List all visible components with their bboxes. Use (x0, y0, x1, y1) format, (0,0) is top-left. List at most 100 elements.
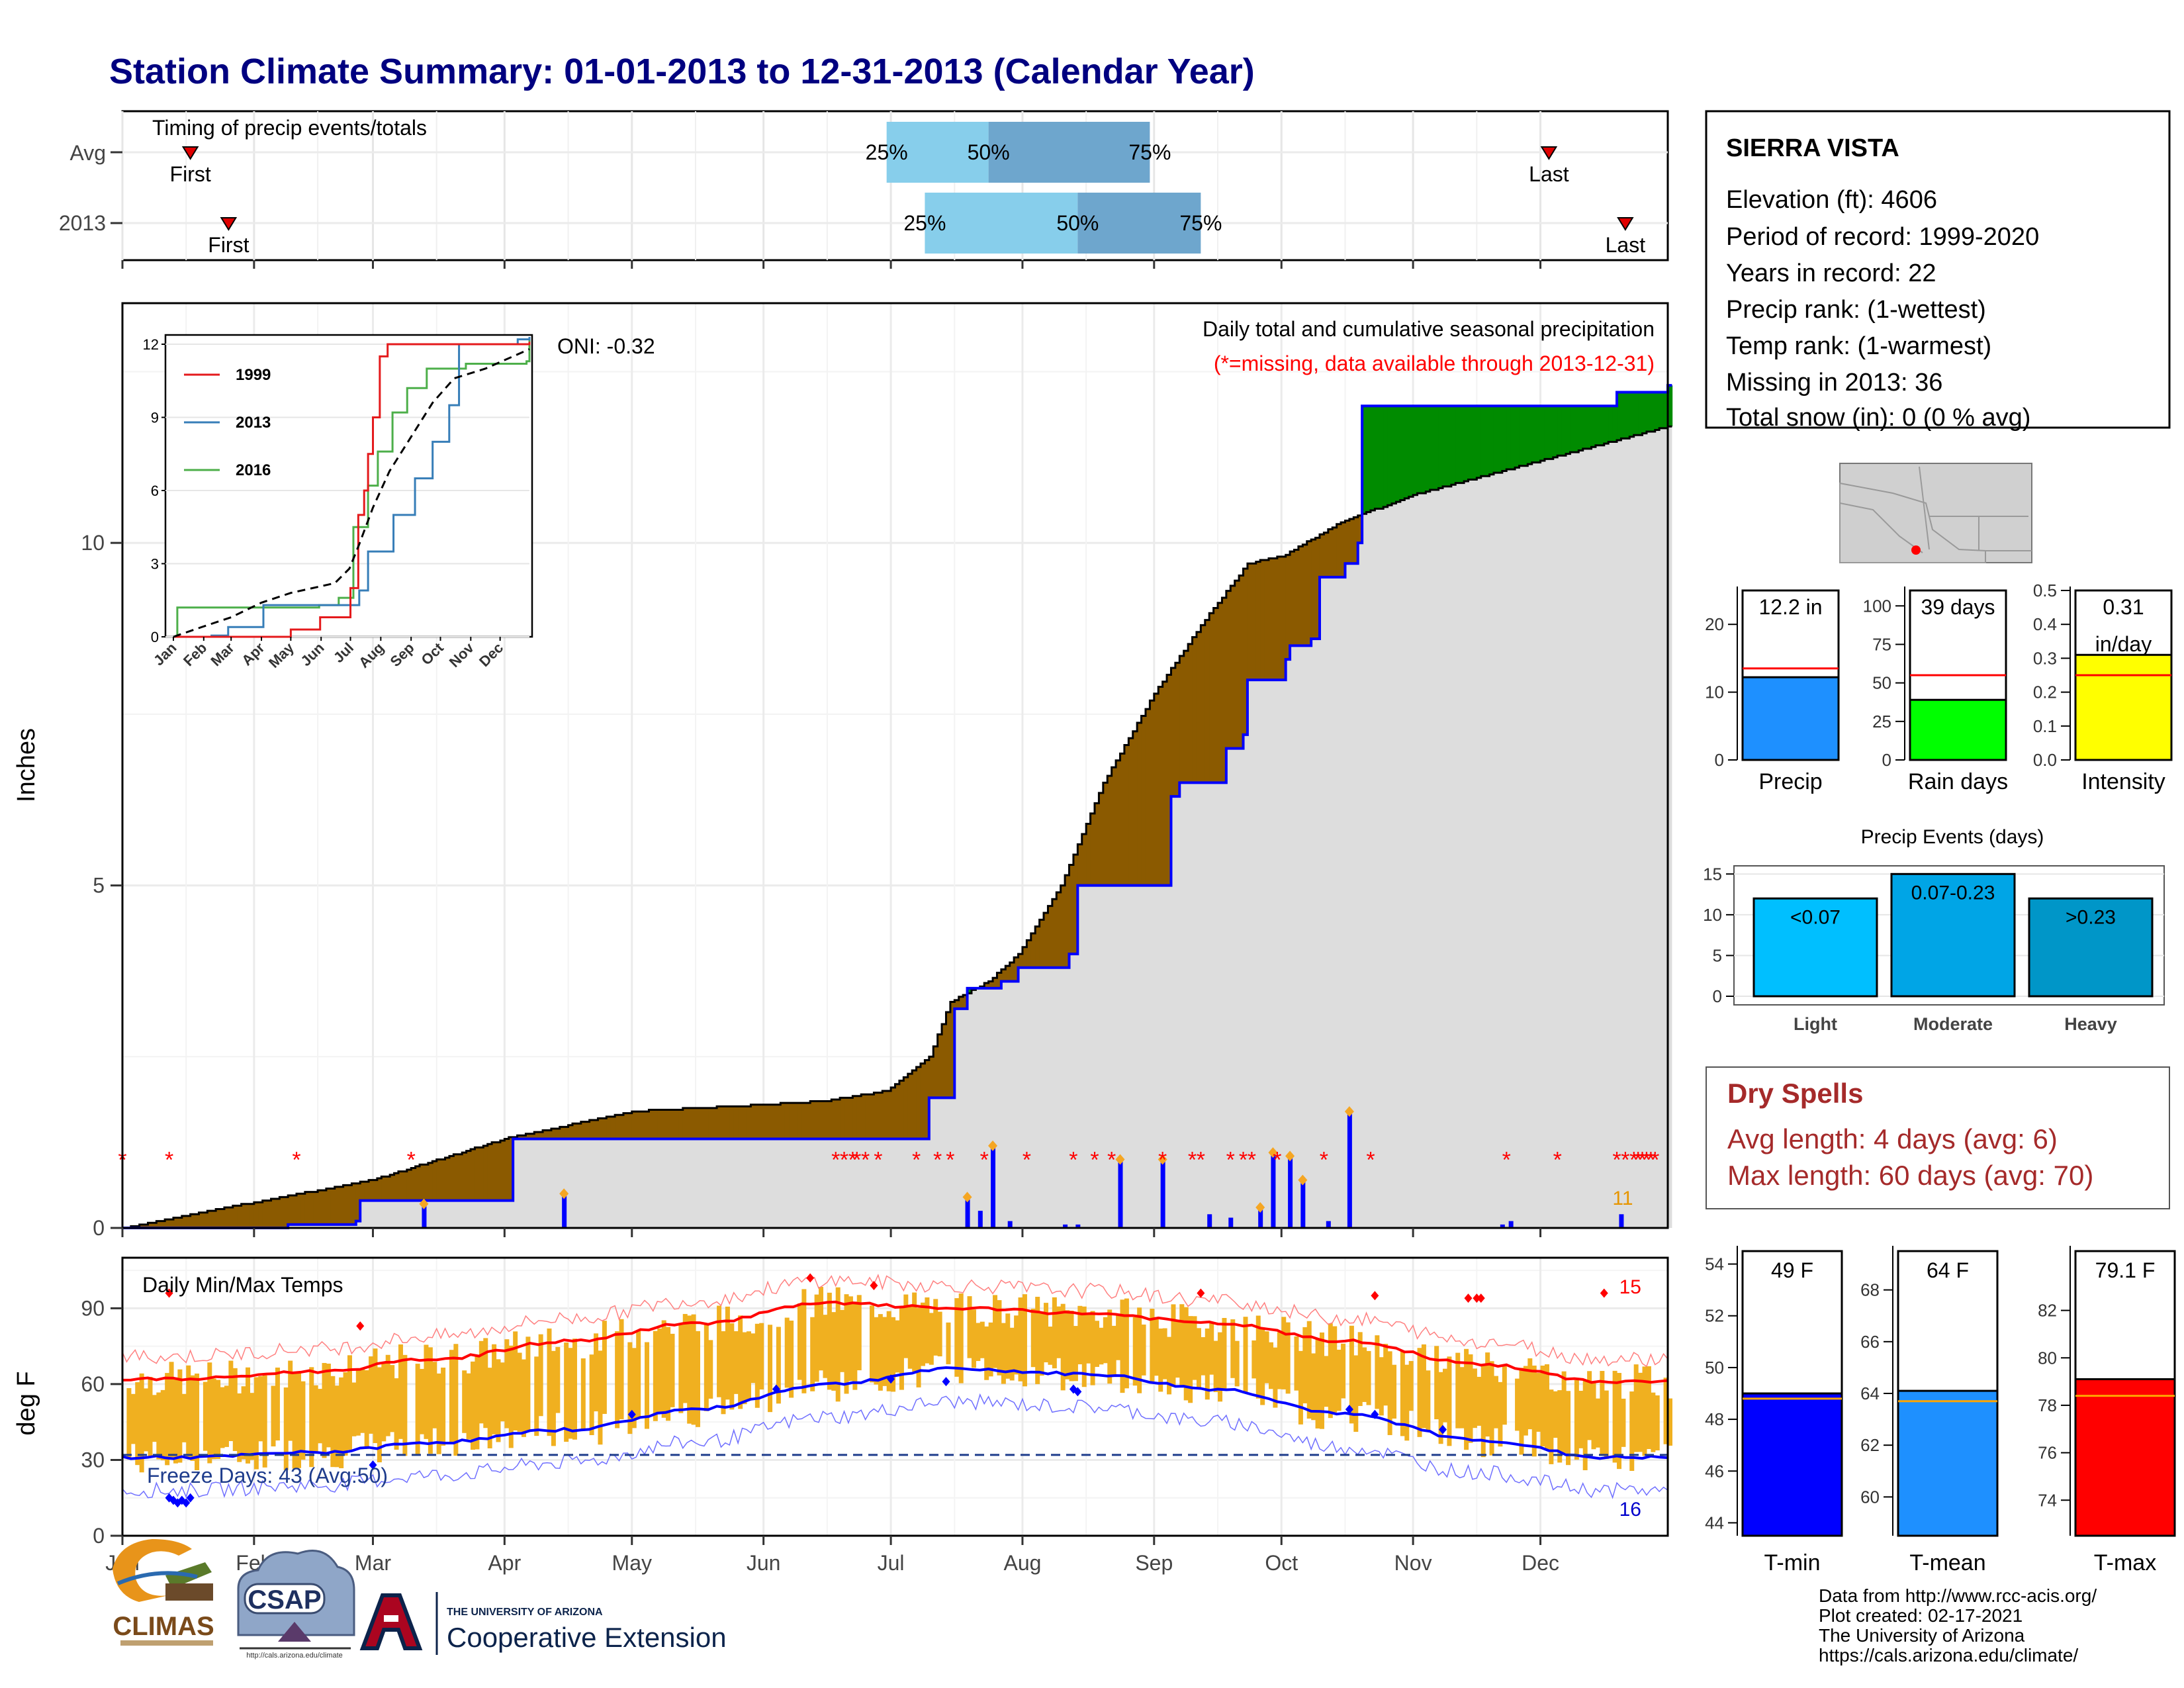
surplus-area (1493, 406, 1499, 473)
deficit-area (840, 1098, 845, 1139)
events-bar-label: 0.07-0.23 (1911, 882, 1995, 904)
deficit-area (1260, 560, 1265, 680)
deficit-area (521, 1135, 527, 1139)
summary-y-tick-label: 10 (1705, 682, 1724, 702)
surplus-area (1443, 406, 1448, 487)
deficit-area (874, 1092, 879, 1139)
daily-temp-bar (1574, 1380, 1579, 1460)
precip-y-axis-label: Inches (13, 728, 40, 802)
daily-temp-bar (1099, 1327, 1104, 1365)
deficit-area (1099, 792, 1104, 886)
daily-temp-bar (135, 1382, 140, 1466)
surplus-area (1510, 406, 1516, 469)
deficit-area (288, 1195, 293, 1225)
deficit-area (1158, 686, 1163, 886)
deficit-area (313, 1192, 318, 1225)
daily-temp-bar (160, 1389, 165, 1460)
daily-temp-bar (1447, 1356, 1452, 1446)
deficit-area (1269, 558, 1274, 680)
summary-value-label-2: in/day (2095, 632, 2152, 656)
deficit-area (670, 1109, 675, 1139)
daily-temp-bar (1392, 1364, 1397, 1419)
deficit-area (529, 1133, 535, 1139)
daily-temp-bar (1633, 1364, 1639, 1452)
summary-y-tick-label: 0.1 (2033, 716, 2057, 736)
deficit-area (1090, 813, 1095, 886)
record-high-marker (806, 1273, 815, 1283)
missing-note: (*=missing, data available through 2013-… (1214, 352, 1655, 375)
deficit-area (398, 1171, 404, 1201)
daily-temp-bar (525, 1336, 531, 1432)
missing-marker: * (933, 1148, 942, 1173)
record-high-marker (1371, 1291, 1379, 1301)
daily-temp-bar (181, 1393, 187, 1442)
daily-temp-bar (946, 1322, 951, 1364)
deficit-area (907, 1074, 913, 1139)
surplus-area (1642, 392, 1647, 434)
deficit-area (1077, 844, 1083, 886)
daily-temp-bar (1553, 1391, 1558, 1438)
daily-temp-bar (1205, 1328, 1210, 1400)
deficit-area (462, 1152, 467, 1201)
daily-precip-bar (1288, 1156, 1293, 1228)
deficit-area (1137, 722, 1142, 886)
first-marker (220, 217, 238, 231)
surplus-area (1370, 406, 1376, 511)
deficit-area (929, 1056, 934, 1098)
surplus-area (1531, 406, 1537, 463)
missing-marker: * (1248, 1148, 1256, 1173)
daily-temp-bar (721, 1331, 726, 1415)
daily-temp-bar (874, 1317, 879, 1385)
deficit-area (1230, 585, 1236, 749)
summary-bar (1909, 698, 2007, 761)
count-label-11: 11 (1612, 1188, 1633, 1209)
missing-marker: * (1366, 1148, 1375, 1173)
surplus-area (1464, 406, 1469, 482)
deficit-area (436, 1159, 441, 1201)
deficit-area (780, 1103, 786, 1139)
summary-y-tick-label: 75 (1872, 634, 1891, 654)
deficit-area (814, 1101, 819, 1139)
daily-temp-bar (1120, 1299, 1125, 1393)
deficit-area (870, 1094, 875, 1139)
first-marker (181, 146, 199, 160)
missing-marker: * (1197, 1148, 1205, 1173)
daily-temp-bar (1349, 1325, 1354, 1424)
deficit-area (156, 1221, 161, 1228)
surplus-area (1561, 406, 1567, 456)
daily-temp-bar (1519, 1368, 1524, 1455)
locator-map (1839, 463, 2032, 563)
deficit-area (432, 1161, 437, 1201)
deficit-area (364, 1182, 369, 1201)
surplus-area (1477, 406, 1482, 478)
surplus-area (1506, 406, 1512, 469)
deficit-area (216, 1209, 221, 1228)
deficit-area (886, 1091, 891, 1139)
daily-temp-bar (1060, 1303, 1066, 1391)
daily-precip-marker (1158, 1154, 1167, 1165)
deficit-area (1264, 560, 1269, 680)
daily-precip-bar (1300, 1180, 1306, 1228)
surplus-area (1515, 406, 1520, 468)
daily-temp-bar (152, 1395, 157, 1442)
deficit-area (1192, 637, 1197, 783)
daily-temp-bar (381, 1362, 387, 1442)
daily-temp-bar (1489, 1361, 1494, 1456)
daily-temp-bar (598, 1350, 603, 1445)
missing-marker: * (874, 1148, 882, 1173)
surplus-area (1536, 406, 1541, 463)
daily-temp-bar (1655, 1395, 1660, 1451)
deficit-area (237, 1205, 242, 1228)
daily-temp-bar (1069, 1310, 1074, 1382)
surplus-area (1633, 392, 1639, 436)
surplus-area (1480, 406, 1486, 477)
daily-temp-bar (1404, 1364, 1410, 1441)
record-high-marker (1464, 1293, 1473, 1303)
deficit-area (674, 1109, 680, 1139)
temp-y-axis-label: deg F (13, 1371, 40, 1435)
surplus-area (1392, 406, 1397, 504)
deficit-area (300, 1194, 306, 1225)
missing-marker: * (840, 1148, 848, 1173)
footer-line3: The University of Arizona (1819, 1625, 2025, 1646)
